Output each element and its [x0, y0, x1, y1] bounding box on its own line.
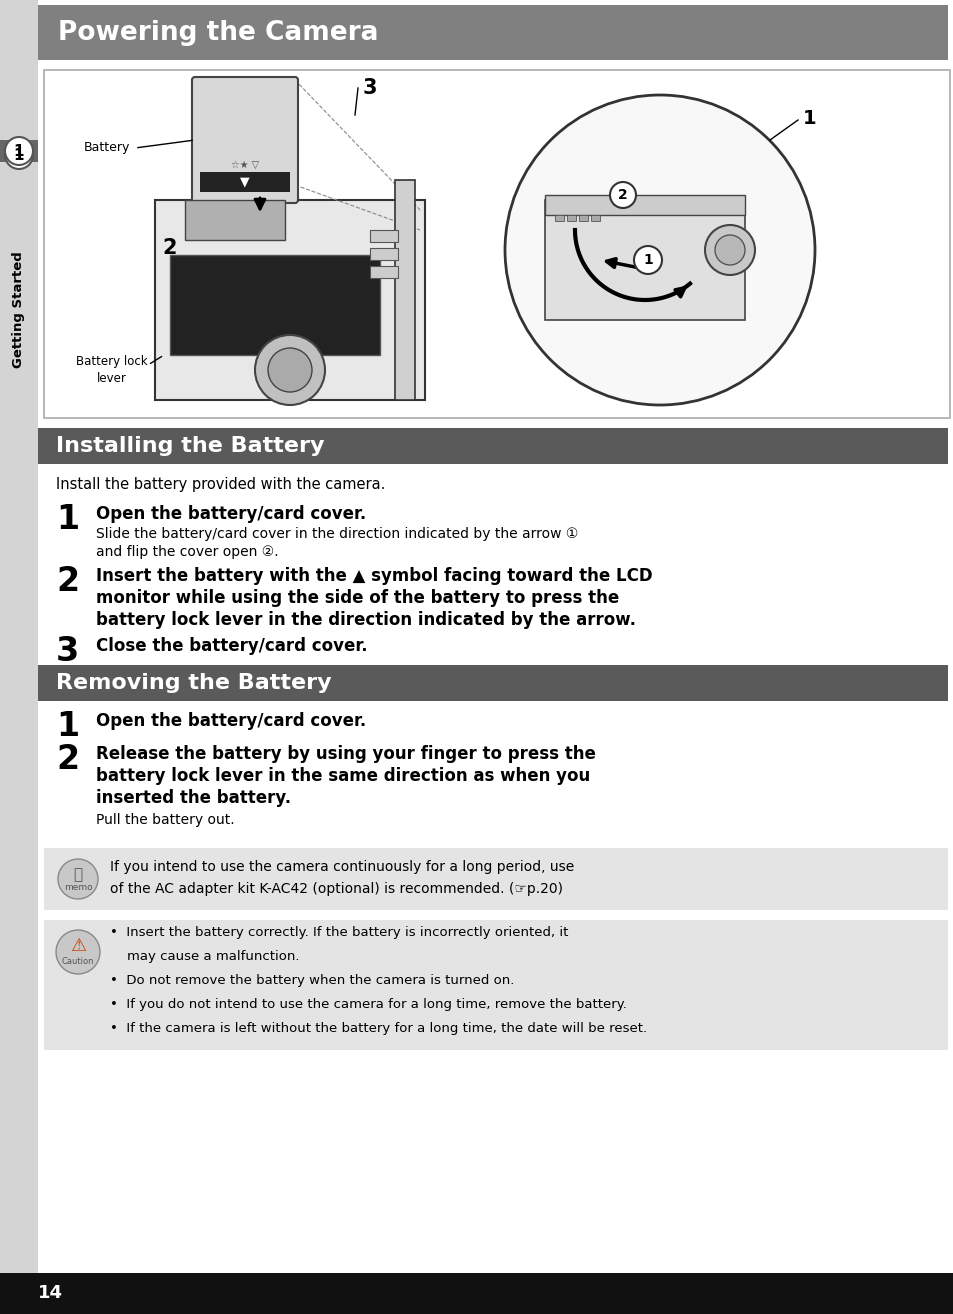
Text: Pull the battery out.: Pull the battery out.: [96, 813, 234, 827]
Bar: [0, 1273, 953, 1314]
Text: Caution: Caution: [62, 958, 94, 967]
Bar: [566, 215, 576, 221]
Text: of the AC adapter kit K-AC42 (optional) is recommended. (☞p.20): of the AC adapter kit K-AC42 (optional) …: [110, 882, 562, 896]
Bar: [170, 255, 379, 355]
Circle shape: [268, 348, 312, 392]
Text: Insert the battery with the ▲ symbol facing toward the LCD: Insert the battery with the ▲ symbol fac…: [96, 568, 652, 585]
Bar: [544, 194, 744, 215]
Bar: [44, 70, 949, 418]
Circle shape: [254, 335, 325, 405]
Text: 1: 1: [13, 147, 24, 163]
Text: 1: 1: [56, 710, 79, 742]
Text: 1: 1: [802, 109, 816, 127]
Bar: [44, 848, 947, 911]
Text: 1: 1: [642, 254, 652, 267]
Text: 2: 2: [56, 565, 79, 598]
Text: ☆★ ▽: ☆★ ▽: [231, 160, 259, 170]
Circle shape: [634, 246, 661, 275]
Bar: [0, 141, 38, 162]
Text: monitor while using the side of the battery to press the: monitor while using the side of the batt…: [96, 589, 618, 607]
Bar: [38, 428, 947, 464]
Bar: [544, 200, 744, 321]
Text: Removing the Battery: Removing the Battery: [56, 673, 332, 692]
Text: If you intend to use the camera continuously for a long period, use: If you intend to use the camera continuo…: [110, 859, 574, 874]
Bar: [38, 5, 947, 60]
Text: •  Do not remove the battery when the camera is turned on.: • Do not remove the battery when the cam…: [110, 974, 514, 987]
Circle shape: [56, 930, 100, 974]
Bar: [200, 172, 290, 192]
Text: Release the battery by using your finger to press the: Release the battery by using your finger…: [96, 745, 596, 763]
Circle shape: [704, 225, 754, 275]
FancyBboxPatch shape: [192, 78, 297, 202]
Text: and flip the cover open ②.: and flip the cover open ②.: [96, 545, 278, 558]
Text: Installing the Battery: Installing the Battery: [56, 436, 324, 456]
Text: •  Insert the battery correctly. If the battery is incorrectly oriented, it: • Insert the battery correctly. If the b…: [110, 926, 568, 940]
Text: Install the battery provided with the camera.: Install the battery provided with the ca…: [56, 477, 385, 491]
Bar: [154, 200, 424, 399]
Text: •  If the camera is left without the battery for a long time, the date will be r: • If the camera is left without the batt…: [110, 1022, 646, 1035]
Text: Getting Started: Getting Started: [12, 251, 26, 368]
Bar: [370, 248, 397, 260]
Text: 2: 2: [163, 238, 177, 258]
Ellipse shape: [504, 95, 814, 405]
Text: Powering the Camera: Powering the Camera: [58, 20, 378, 46]
Bar: [578, 215, 587, 221]
Text: •  If you do not intend to use the camera for a long time, remove the battery.: • If you do not intend to use the camera…: [110, 999, 626, 1010]
Text: battery lock lever in the same direction as when you: battery lock lever in the same direction…: [96, 767, 590, 784]
Text: 1: 1: [13, 143, 24, 159]
Bar: [555, 215, 563, 221]
Text: inserted the battery.: inserted the battery.: [96, 788, 291, 807]
Circle shape: [5, 137, 33, 166]
Bar: [370, 265, 397, 279]
Bar: [395, 180, 415, 399]
Text: memo: memo: [64, 883, 92, 892]
Text: may cause a malfunction.: may cause a malfunction.: [110, 950, 299, 963]
Text: 1: 1: [56, 503, 79, 536]
Text: 14: 14: [38, 1284, 63, 1302]
Text: Open the battery/card cover.: Open the battery/card cover.: [96, 505, 366, 523]
Bar: [590, 215, 599, 221]
Bar: [38, 665, 947, 700]
Circle shape: [5, 141, 33, 170]
Text: Battery lock
lever: Battery lock lever: [76, 355, 148, 385]
Bar: [370, 230, 397, 242]
Circle shape: [714, 235, 744, 265]
Text: Close the battery/card cover.: Close the battery/card cover.: [96, 637, 367, 654]
Bar: [0, 0, 38, 1314]
Text: 📝: 📝: [73, 867, 83, 883]
Bar: [185, 200, 285, 240]
Text: Open the battery/card cover.: Open the battery/card cover.: [96, 712, 366, 731]
Text: 3: 3: [362, 78, 376, 99]
Circle shape: [58, 859, 98, 899]
Circle shape: [609, 183, 636, 208]
Text: battery lock lever in the direction indicated by the arrow.: battery lock lever in the direction indi…: [96, 611, 636, 629]
Bar: [44, 920, 947, 1050]
Text: 3: 3: [56, 635, 79, 668]
Text: Battery: Battery: [84, 142, 130, 155]
Text: ▼: ▼: [240, 176, 250, 188]
Text: ⚠: ⚠: [70, 937, 86, 955]
Text: Slide the battery/card cover in the direction indicated by the arrow ①: Slide the battery/card cover in the dire…: [96, 527, 578, 541]
Text: 2: 2: [618, 188, 627, 202]
Text: 2: 2: [56, 742, 79, 777]
